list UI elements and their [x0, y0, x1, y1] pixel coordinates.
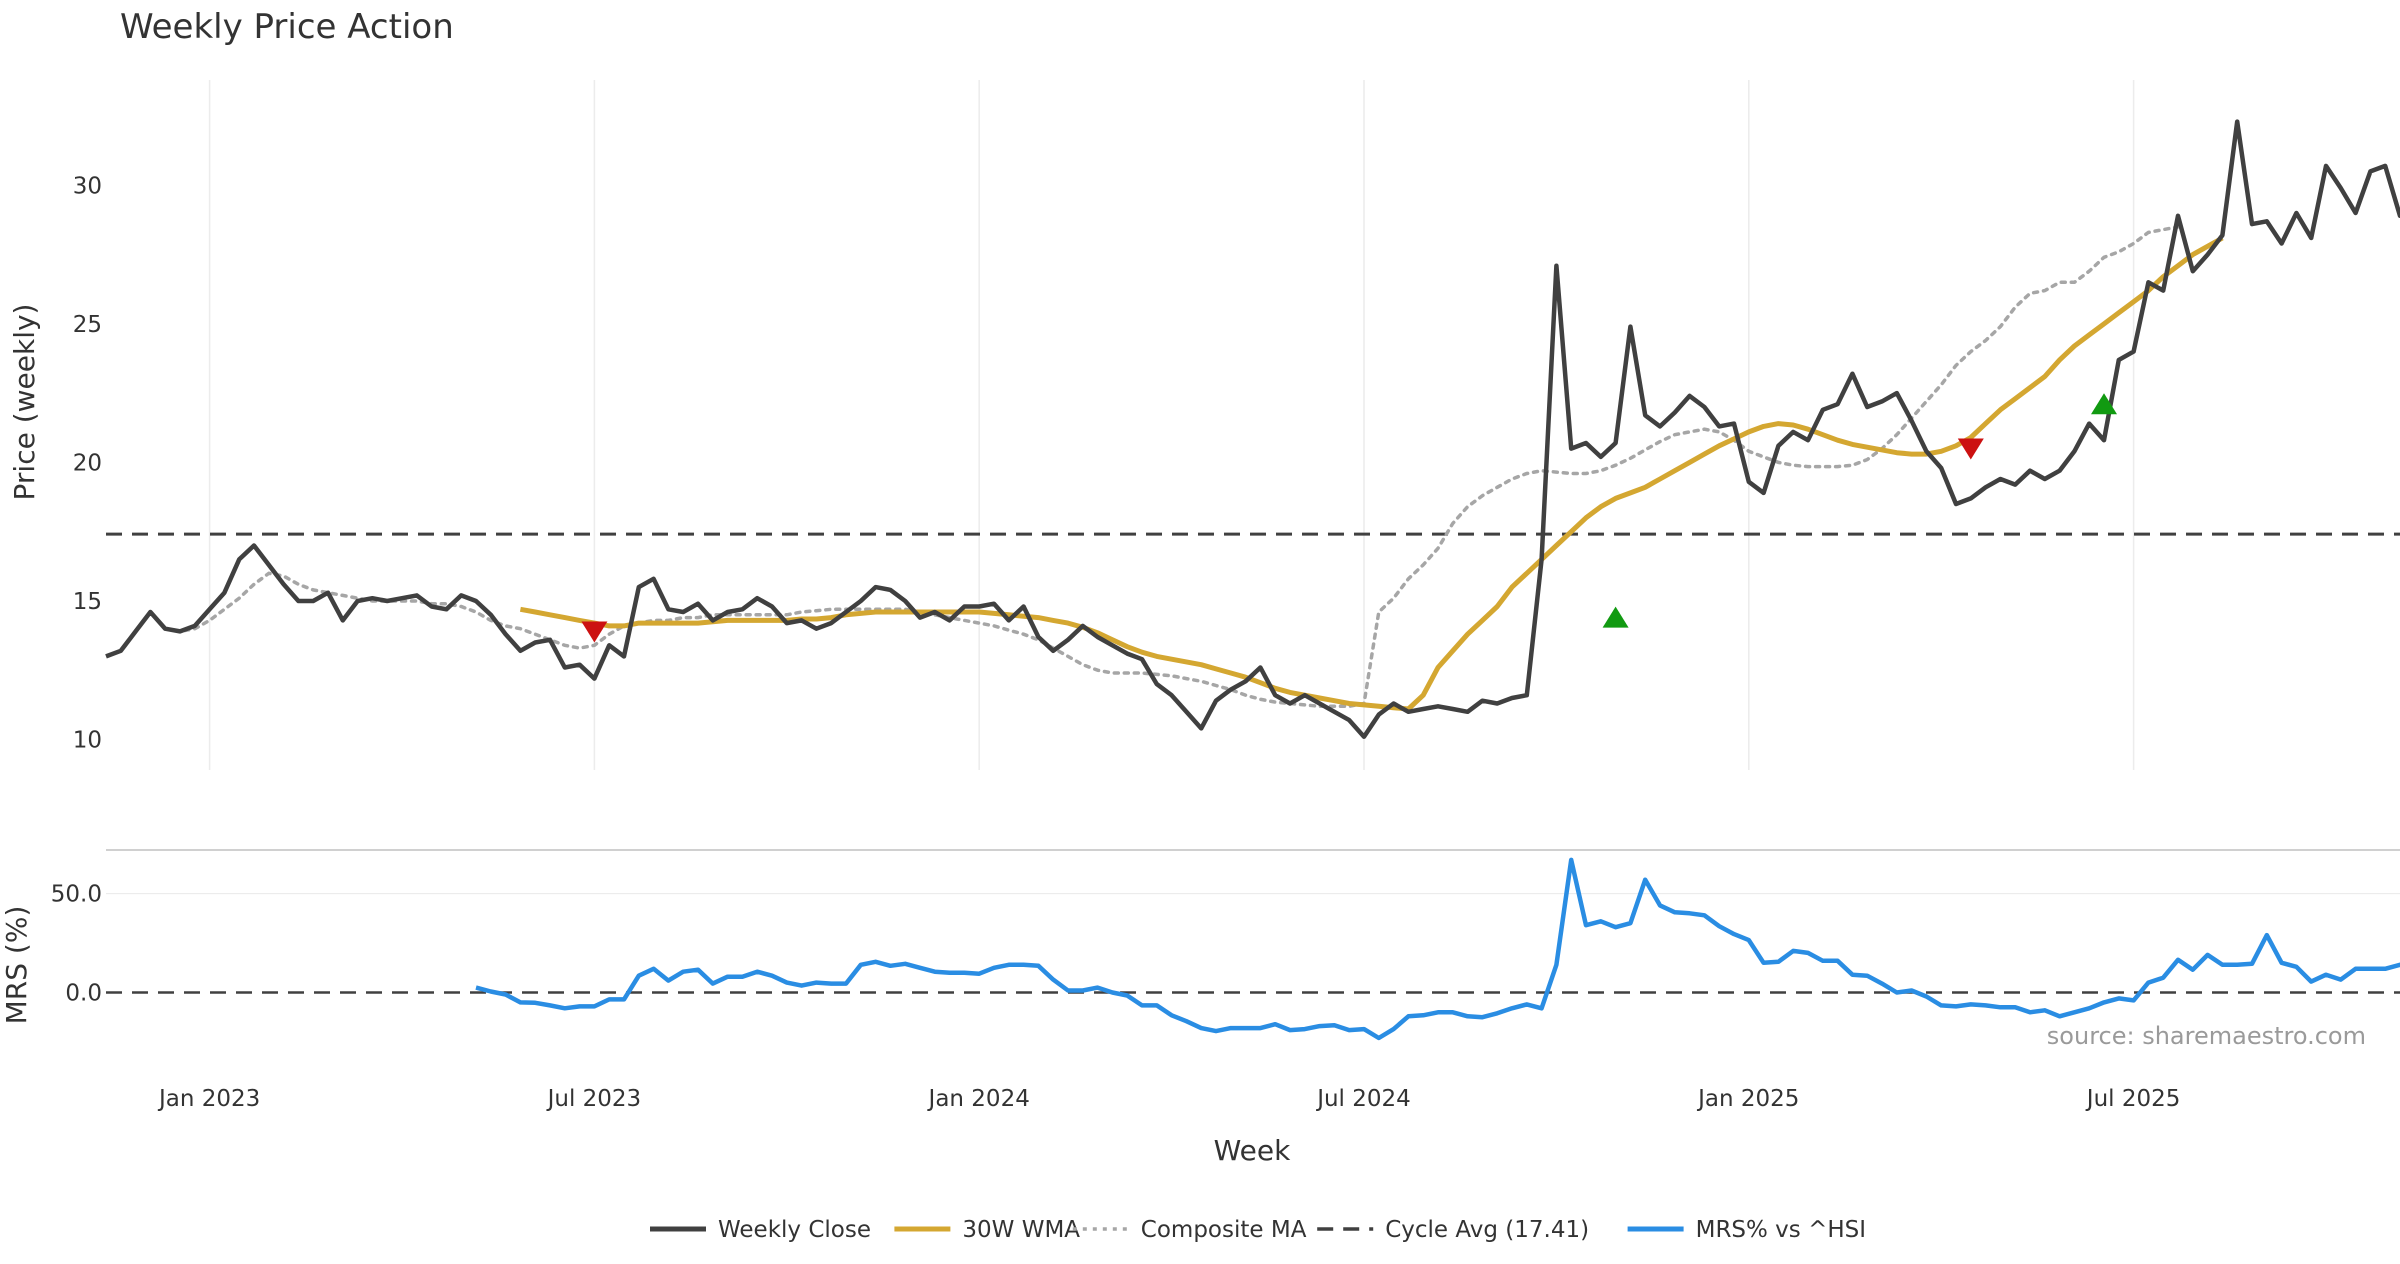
legend-label: Composite MA	[1141, 1217, 1307, 1243]
x-tick-label: Jul 2024	[1315, 1086, 1411, 1112]
weekly-close-line	[105, 119, 2400, 739]
price-y-tick-label: 25	[73, 312, 102, 338]
wma-30w-line	[519, 235, 2224, 712]
price-y-tick-label: 30	[73, 173, 102, 199]
x-tick-label: Jan 2024	[927, 1086, 1030, 1112]
x-tick-label: Jul 2025	[2085, 1086, 2181, 1112]
legend-item: MRS% vs ^HSI	[1627, 1217, 1866, 1243]
x-axis-label: Week	[1214, 1134, 1291, 1167]
x-tick-label: Jul 2023	[546, 1086, 642, 1112]
price-y-tick-label: 10	[73, 728, 102, 754]
composite-ma-line	[163, 225, 2180, 709]
legend-item: Composite MA	[1072, 1217, 1307, 1243]
buy-signal-marker	[2091, 393, 2117, 415]
price-y-axis-label: Price (weekly)	[8, 304, 41, 501]
mrs-y-tick-label: 0.0	[65, 981, 102, 1007]
price-y-tick-label: 20	[73, 450, 102, 476]
legend-label: Cycle Avg (17.41)	[1385, 1217, 1589, 1243]
price-y-tick-label: 15	[73, 589, 102, 615]
watermark-text: source: sharemaestro.com	[2047, 1022, 2366, 1050]
legend-label: Weekly Close	[718, 1217, 871, 1243]
legend-item: Cycle Avg (17.41)	[1317, 1217, 1589, 1243]
x-tick-label: Jan 2025	[1696, 1086, 1799, 1112]
chart-title: Weekly Price Action	[120, 7, 454, 47]
mrs-y-axis-label: MRS (%)	[0, 906, 33, 1025]
legend-label: MRS% vs ^HSI	[1696, 1217, 1866, 1243]
legend-item: Weekly Close	[650, 1217, 871, 1243]
legend: Weekly Close 30W WMA Composite MA Cycle Avg…	[650, 1217, 1866, 1243]
mrs-y-tick-label: 50.0	[51, 882, 102, 908]
legend-item: 30W WMA	[894, 1217, 1080, 1243]
sell-signal-marker	[1957, 438, 1984, 460]
sell-signal-marker	[581, 621, 608, 643]
x-tick-label: Jan 2023	[157, 1086, 260, 1112]
buy-signal-marker	[1602, 606, 1629, 628]
mrs-line	[475, 857, 2400, 1041]
legend-label: 30W WMA	[962, 1217, 1080, 1243]
